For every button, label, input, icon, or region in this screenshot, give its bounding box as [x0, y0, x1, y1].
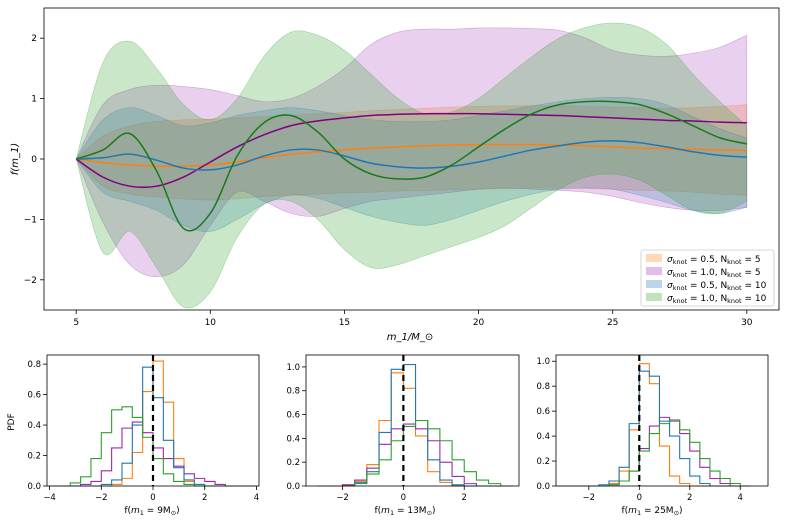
- y-tick-label: 2: [31, 34, 37, 44]
- histogram-ylabel: PDF: [7, 413, 17, 431]
- x-tick-label: 10: [205, 318, 217, 328]
- x-tick-label: 4: [738, 493, 743, 503]
- band-sigma05-n10: [75, 97, 748, 232]
- x-tick-label: 2: [202, 493, 207, 503]
- band-sigma10-n5: [75, 27, 748, 278]
- median-line-sigma05-n10: [76, 140, 747, 171]
- histogram-axes-frame: [305, 354, 520, 487]
- main-y-ticks: −2 −1 0 1 2: [24, 34, 44, 286]
- histogram-sigma10-n10: [318, 419, 513, 487]
- main-plot: 5 10 15 20 25 30 −2 −1 0 1 2 m_1/M_⊙ f(m_1) σknot…: [10, 7, 780, 343]
- histogram-panel-25msun: −2 0 2 4 0.0 0.2 0.4 0.6 0.8 1.0 f(m1 = 25M⊙): [536, 354, 769, 517]
- histogram-sigma10-n10: [558, 419, 751, 487]
- x-tick-label: −4: [43, 493, 56, 503]
- x-tick-label: 30: [741, 318, 753, 328]
- histogram-y-ticks: 0.0 0.2 0.4 0.6 0.8 1.0: [286, 363, 306, 492]
- histogram-panel-9msun: −4 −2 0 2 4 0.0 0.2 0.4 0.6 0.8 f(m1 = 9M⊙) PDF: [7, 354, 260, 517]
- x-tick-label: 4: [254, 493, 259, 503]
- histogram-y-ticks: 0.0 0.2 0.4 0.6 0.8 1.0: [536, 357, 556, 492]
- uncertainty-bands: [75, 22, 748, 309]
- y-tick-label: 0: [31, 155, 37, 165]
- histogram-axes-frame: [555, 354, 769, 487]
- y-tick-label: 0.0: [536, 482, 550, 492]
- legend-box: [640, 249, 775, 307]
- legend-entry-4: σknot = 1.0, Nknot = 10: [646, 293, 767, 305]
- band-sigma10-n10: [75, 22, 748, 309]
- legend-swatch-1: [646, 254, 662, 262]
- histogram-x-ticks: −2 0 2 4: [583, 486, 743, 503]
- legend-swatch-4: [646, 293, 662, 301]
- histogram-xlabel: f(m1 = 9M⊙): [124, 506, 179, 517]
- x-tick-label: 20: [473, 318, 485, 328]
- y-tick-label: 0.6: [536, 407, 550, 417]
- x-tick-label: 25: [607, 318, 618, 328]
- legend-label-4: σknot = 1.0, Nknot = 10: [667, 294, 767, 305]
- histogram-x-ticks: −4 −2 0 2 4: [43, 486, 259, 503]
- y-tick-label: 0.8: [536, 382, 550, 392]
- legend-entry-2: σknot = 1.0, Nknot = 5: [646, 267, 761, 279]
- x-tick-label: 0: [401, 493, 406, 503]
- y-tick-label: 0.4: [27, 421, 41, 431]
- y-tick-label: 0.8: [286, 387, 300, 397]
- legend-label-3: σknot = 0.5, Nknot = 10: [667, 281, 767, 292]
- legend-label-1: σknot = 0.5, Nknot = 5: [667, 255, 761, 266]
- y-tick-label: −1: [24, 215, 37, 225]
- x-tick-label: −2: [336, 493, 349, 503]
- y-tick-label: 1: [31, 95, 37, 105]
- x-tick-label: 0: [637, 493, 642, 503]
- x-tick-label: 2: [462, 493, 467, 503]
- y-tick-label: 0.2: [27, 452, 41, 462]
- y-tick-label: 0.4: [286, 434, 300, 444]
- y-tick-label: −2: [24, 276, 37, 286]
- histogram-x-ticks: −2 0 2: [336, 486, 467, 503]
- y-tick-label: 0.8: [27, 360, 41, 370]
- x-tick-label: 5: [73, 318, 79, 328]
- y-tick-label: 0.6: [27, 391, 41, 401]
- legend-entry-1: σknot = 0.5, Nknot = 5: [646, 254, 761, 266]
- main-xlabel: m_1/M_⊙: [387, 332, 433, 343]
- median-line-sigma10-n5: [75, 112, 747, 189]
- y-tick-label: 0.0: [27, 482, 41, 492]
- legend-swatch-3: [646, 280, 662, 288]
- legend-swatch-2: [646, 267, 662, 275]
- y-tick-label: 0.0: [286, 482, 300, 492]
- histogram-sigma05-n10: [558, 370, 751, 487]
- x-tick-label: 2: [687, 493, 692, 503]
- histogram-y-ticks: 0.0 0.2 0.4 0.6 0.8: [27, 360, 47, 492]
- x-tick-label: −2: [583, 493, 596, 503]
- legend-label-2: σknot = 1.0, Nknot = 5: [667, 268, 761, 279]
- y-tick-label: 0.6: [286, 411, 300, 421]
- legend: σknot = 0.5, Nknot = 5 σknot = 1.0, Nkno…: [640, 249, 775, 307]
- median-line-sigma10-n10: [75, 100, 747, 232]
- median-lines: [75, 100, 747, 232]
- x-tick-label: −2: [95, 493, 108, 503]
- histogram-xlabel: f(m1 = 25M⊙): [621, 506, 682, 517]
- histogram-xlabel: f(m1 = 13M⊙): [374, 506, 435, 517]
- histogram-panel-13msun: −2 0 2 0.0 0.2 0.4 0.6 0.8 1.0 f(m1 = 13M⊙): [286, 354, 520, 517]
- legend-entry-3: σknot = 0.5, Nknot = 10: [646, 280, 767, 292]
- y-tick-label: 0.4: [536, 432, 550, 442]
- median-line-sigma05-n5: [76, 143, 747, 168]
- x-tick-label: 0: [150, 493, 155, 503]
- y-tick-label: 1.0: [286, 363, 300, 373]
- y-tick-label: 0.2: [536, 457, 550, 467]
- main-x-ticks: 5 10 15 20 25 30: [73, 310, 753, 328]
- y-tick-label: 1.0: [536, 357, 550, 367]
- main-ylabel: f(m_1): [10, 143, 21, 175]
- y-tick-label: 0.2: [286, 458, 300, 468]
- x-tick-label: 15: [339, 318, 350, 328]
